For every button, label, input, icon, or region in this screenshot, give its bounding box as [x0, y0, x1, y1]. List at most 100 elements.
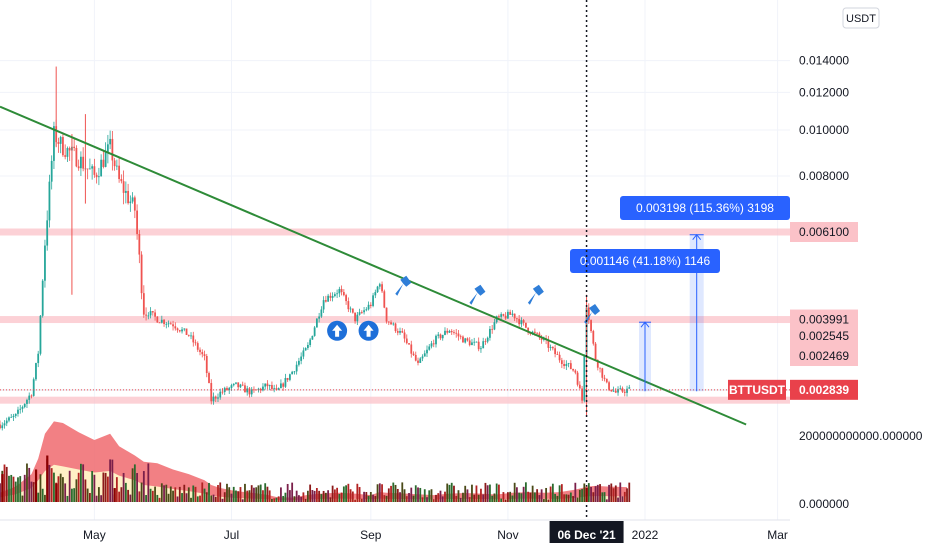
candle-body [30, 395, 33, 397]
volume-bar [239, 487, 242, 502]
volume-bar [57, 476, 60, 502]
volume-bar [183, 484, 186, 502]
volume-bar [129, 494, 132, 502]
volume-bar [124, 482, 127, 502]
price-axis-highlight [790, 326, 858, 346]
volume-bar [473, 494, 476, 502]
volume-bar [223, 492, 226, 502]
price-axis-label: 0.002545 [799, 329, 849, 343]
price-axis-highlight [790, 346, 858, 366]
volume-bar [275, 497, 278, 502]
candle-body [614, 390, 617, 393]
candle-body [286, 378, 289, 380]
candle-body [75, 148, 78, 167]
candle-body [336, 293, 339, 295]
volume-bar [120, 487, 123, 502]
volume-bar [617, 497, 619, 502]
volume-bar [266, 486, 269, 502]
volume-bar [212, 494, 215, 502]
candle-body [23, 403, 26, 407]
candle-body [322, 300, 325, 310]
candle-body [100, 159, 103, 177]
volume-bar [477, 494, 480, 502]
time-axis-label: Nov [497, 528, 518, 542]
candle-body [623, 391, 626, 393]
time-axis-label: Sep [360, 528, 382, 542]
candle-body [190, 335, 192, 337]
volume-bar [309, 484, 312, 502]
candle-body [511, 313, 514, 315]
candle-body [311, 335, 314, 340]
candle-body [50, 160, 53, 182]
candle-body [560, 360, 563, 365]
candle-body [498, 316, 500, 318]
candle-body [158, 322, 161, 324]
volume-bar [28, 467, 31, 502]
candle-body [172, 324, 174, 327]
volume-bar [295, 490, 298, 502]
volume-bar [194, 486, 197, 502]
currency-badge [842, 7, 880, 29]
volume-bar [612, 488, 615, 502]
volume-bar [394, 484, 397, 502]
candle-body [219, 391, 222, 398]
candle-body [349, 308, 352, 310]
candle-body [608, 382, 610, 390]
candle-body [212, 396, 215, 402]
candle-body [127, 190, 130, 204]
candle-body [462, 336, 464, 343]
candle-body [253, 389, 255, 391]
candle-body [599, 367, 601, 369]
measure-label-text: 0.003198 (115.36%) 3198 [636, 201, 774, 215]
candle-body [91, 166, 94, 169]
candle-body [387, 321, 390, 323]
candle-body [275, 388, 278, 390]
volume-bar [136, 473, 138, 502]
volume-bar [554, 493, 557, 502]
candle-body [266, 383, 269, 387]
candle-body [178, 330, 181, 332]
time-axis-label: Jul [224, 528, 239, 542]
candle-body [509, 311, 512, 315]
candle-body [239, 384, 242, 388]
candle-body [414, 354, 417, 361]
candle-body [396, 331, 399, 333]
candle-body [610, 389, 613, 392]
volume-bar [178, 486, 181, 502]
candle-body [284, 378, 287, 387]
volume-bar [529, 492, 532, 502]
volume-bar [133, 464, 136, 502]
volume-bar [44, 494, 46, 502]
candle-body [111, 138, 114, 161]
candle-body [268, 385, 271, 387]
volume-bar [41, 488, 44, 502]
candle-body [569, 363, 572, 369]
candle-body [574, 370, 577, 373]
volume-bar [298, 495, 300, 502]
candle-body [459, 336, 462, 338]
candle-body [594, 343, 597, 361]
candle-body [185, 328, 188, 335]
volume-bar [293, 496, 296, 502]
volume-bar [50, 468, 53, 502]
candle-body [484, 341, 487, 343]
volume-bar [551, 483, 554, 502]
volume-bar [104, 472, 107, 502]
volume-bar [142, 471, 145, 502]
volume-bar [187, 487, 190, 502]
hammer-icon [469, 284, 486, 305]
volume-bar [563, 494, 565, 502]
volume-bar [5, 466, 8, 502]
candle-body [576, 372, 579, 385]
volume-bar [576, 497, 579, 502]
volume-bar [401, 482, 404, 502]
volume-bar [118, 491, 121, 502]
volume-bar [131, 468, 134, 502]
candle-body [217, 397, 219, 399]
candle-body [504, 315, 507, 319]
volume-bar [80, 463, 82, 502]
volume-bar [253, 487, 255, 502]
volume-bar [572, 496, 574, 502]
candle-body [426, 349, 428, 354]
